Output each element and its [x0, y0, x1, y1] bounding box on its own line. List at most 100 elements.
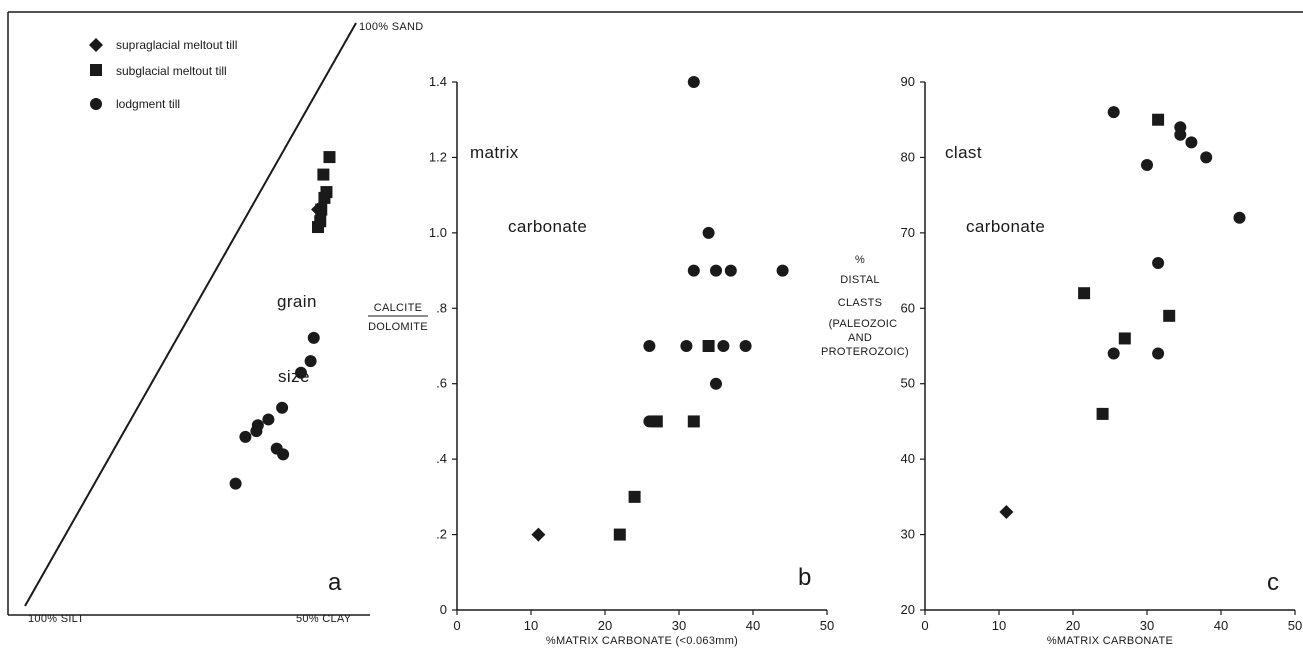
panel-b-point-circle-4: [710, 264, 722, 277]
panel-a-point-circle-4: [276, 401, 289, 414]
panel-b-point-circle-3: [687, 264, 700, 277]
panel-b-points: [531, 76, 789, 542]
panel-label-a: a: [328, 569, 342, 596]
panel-c-ticks: 0 10 20 30 40 50 20 30 40 50 60 70 80 90: [901, 74, 1303, 633]
panel-c-y-tick-label-5: 60: [901, 300, 915, 315]
panel-c-point-square-1: [1152, 113, 1165, 126]
panel-c-ylabel-line-4: (PALEOZOIC: [829, 318, 898, 330]
annotation-carbonate-b: carbonate: [508, 217, 587, 236]
panel-a-ternary: 100% SAND 100% SILT 50% CLAY grain size …: [24, 21, 423, 625]
panel-c-y-tick-label-7: 80: [901, 149, 915, 164]
legend: supraglacial meltout till subglacial mel…: [89, 38, 237, 111]
panel-c-point-circle-1: [1107, 106, 1120, 119]
panel-c-point-diamond-1: [999, 504, 1014, 519]
panel-b-x-tick-label-1: 0: [453, 618, 460, 633]
panel-b-chart: 0 10 20 30 40 50 0 .2 .4 .6 .8 1.0 1.2 1.4 %MATRIX CA…: [368, 74, 834, 647]
panel-b-point-square-5: [702, 340, 715, 352]
panel-b-point-circle-7: [643, 340, 656, 352]
panel-label-c: c: [1267, 569, 1279, 596]
panel-b-point-circle-11: [710, 377, 722, 390]
panel-b-point-circle-2: [702, 226, 715, 239]
panel-c-point-circle-6: [1141, 158, 1153, 171]
panel-c-point-square-2: [1078, 287, 1091, 300]
panel-b-y-tick-label-4: .6: [436, 376, 447, 391]
panel-b-y-tick-label-2: .2: [436, 527, 447, 542]
panel-b-ticks: 0 10 20 30 40 50 0 .2 .4 .6 .8 1.0 1.2 1.4: [429, 74, 834, 633]
panel-c-point-square-4: [1118, 332, 1131, 345]
panel-b-point-square-4: [687, 415, 700, 428]
panel-a-point-circle-2: [304, 355, 317, 368]
annotation-matrix: matrix: [470, 143, 519, 162]
panel-c-point-square-5: [1096, 407, 1109, 420]
panel-b-point-circle-5: [724, 264, 737, 277]
legend-label-subglacial: subglacial meltout till: [116, 64, 227, 78]
panel-a-point-circle-8: [239, 430, 252, 443]
legend-square-marker: [90, 64, 102, 76]
panel-b-y-tick-label-6: 1.0: [429, 225, 447, 240]
panel-a-point-circle-5: [262, 413, 275, 426]
panel-c-ylabel-line-6: PROTEROZOIC): [821, 346, 909, 358]
panel-b-x-tick-label-5: 40: [746, 618, 760, 633]
panel-c-ylabel-line-1: %: [855, 254, 865, 266]
panel-c-x-tick-label-1: 0: [921, 618, 928, 633]
panel-b-x-tick-label-6: 50: [820, 618, 834, 633]
panel-c-point-circle-3: [1174, 128, 1187, 141]
panel-b-point-square-2: [628, 490, 641, 503]
panel-c-ylabel-line-3: CLASTS: [838, 297, 883, 309]
panel-c-x-tick-label-2: 10: [992, 618, 1006, 633]
panel-c-point-circle-5: [1200, 151, 1213, 164]
panel-c-point-circle-8: [1152, 257, 1165, 270]
legend-label-lodgment: lodgment till: [116, 97, 180, 111]
panel-b-ylabel-top: CALCITE: [374, 302, 423, 314]
corner-label-sand: 100% SAND: [359, 21, 423, 33]
panel-a-point-circle-11: [229, 477, 242, 490]
panel-c-points: [999, 106, 1246, 519]
panel-a-point-square-1: [323, 151, 336, 164]
panel-b-point-circle-12: [643, 415, 656, 428]
panel-b-y-tick-label-1: 0: [440, 602, 447, 617]
panel-b-y-tick-label-3: .4: [436, 451, 447, 466]
annotation-grain: grain: [277, 292, 317, 311]
panel-a-point-square-2: [317, 168, 330, 181]
panel-a-point-square-4: [318, 191, 331, 204]
panel-b-x-tick-label-3: 20: [598, 618, 612, 633]
panel-c-ylabel-line-5: AND: [848, 332, 872, 344]
panel-c-point-circle-7: [1233, 211, 1246, 224]
annotation-clast: clast: [945, 143, 982, 162]
corner-label-silt: 100% SILT: [28, 613, 84, 625]
panel-c-y-tick-label-3: 40: [901, 451, 915, 466]
panel-c-point-square-3: [1163, 309, 1176, 322]
panel-b-point-circle-9: [717, 340, 730, 352]
panel-b-point-circle-1: [687, 76, 700, 88]
panel-b-ylabel-bottom: DOLOMITE: [368, 321, 428, 333]
panel-c-point-circle-4: [1185, 136, 1198, 149]
legend-circle-marker: [90, 98, 102, 110]
panel-c-y-tick-label-4: 50: [901, 376, 915, 391]
panel-a-point-circle-3: [294, 366, 307, 379]
panel-b-point-diamond-1: [531, 527, 546, 542]
panel-b-point-square-1: [613, 528, 626, 541]
panel-c-ylabel-line-2: DISTAL: [840, 274, 880, 286]
panel-a-point-square-6: [311, 221, 324, 234]
ternary-diagonal: [24, 22, 357, 607]
panel-b-y-tick-label-7: 1.2: [429, 149, 447, 164]
panel-label-b: b: [798, 564, 811, 591]
panel-a-point-circle-1: [307, 331, 320, 344]
panel-c-y-tick-label-1: 20: [901, 602, 915, 617]
panel-c-x-tick-label-6: 50: [1288, 618, 1302, 633]
panel-b-x-tick-label-4: 30: [672, 618, 686, 633]
panel-b-y-tick-label-5: .8: [436, 300, 447, 315]
annotation-carbonate-c: carbonate: [966, 217, 1045, 236]
panel-b-x-tick-label-2: 10: [524, 618, 538, 633]
panel-b-point-circle-6: [776, 264, 789, 277]
panel-frames: [7, 11, 1303, 616]
legend-diamond-marker: [89, 38, 103, 52]
panel-a-point-square-7: [315, 203, 328, 216]
panel-c-y-tick-label-8: 90: [901, 74, 915, 89]
panel-b-xlabel: %MATRIX CARBONATE (<0.063mm): [546, 635, 738, 647]
panel-c-y-tick-label-2: 30: [901, 527, 915, 542]
panel-b-point-circle-8: [680, 340, 693, 352]
panel-a-point-circle-10: [277, 448, 290, 461]
panel-b-y-tick-label-8: 1.4: [429, 74, 447, 89]
